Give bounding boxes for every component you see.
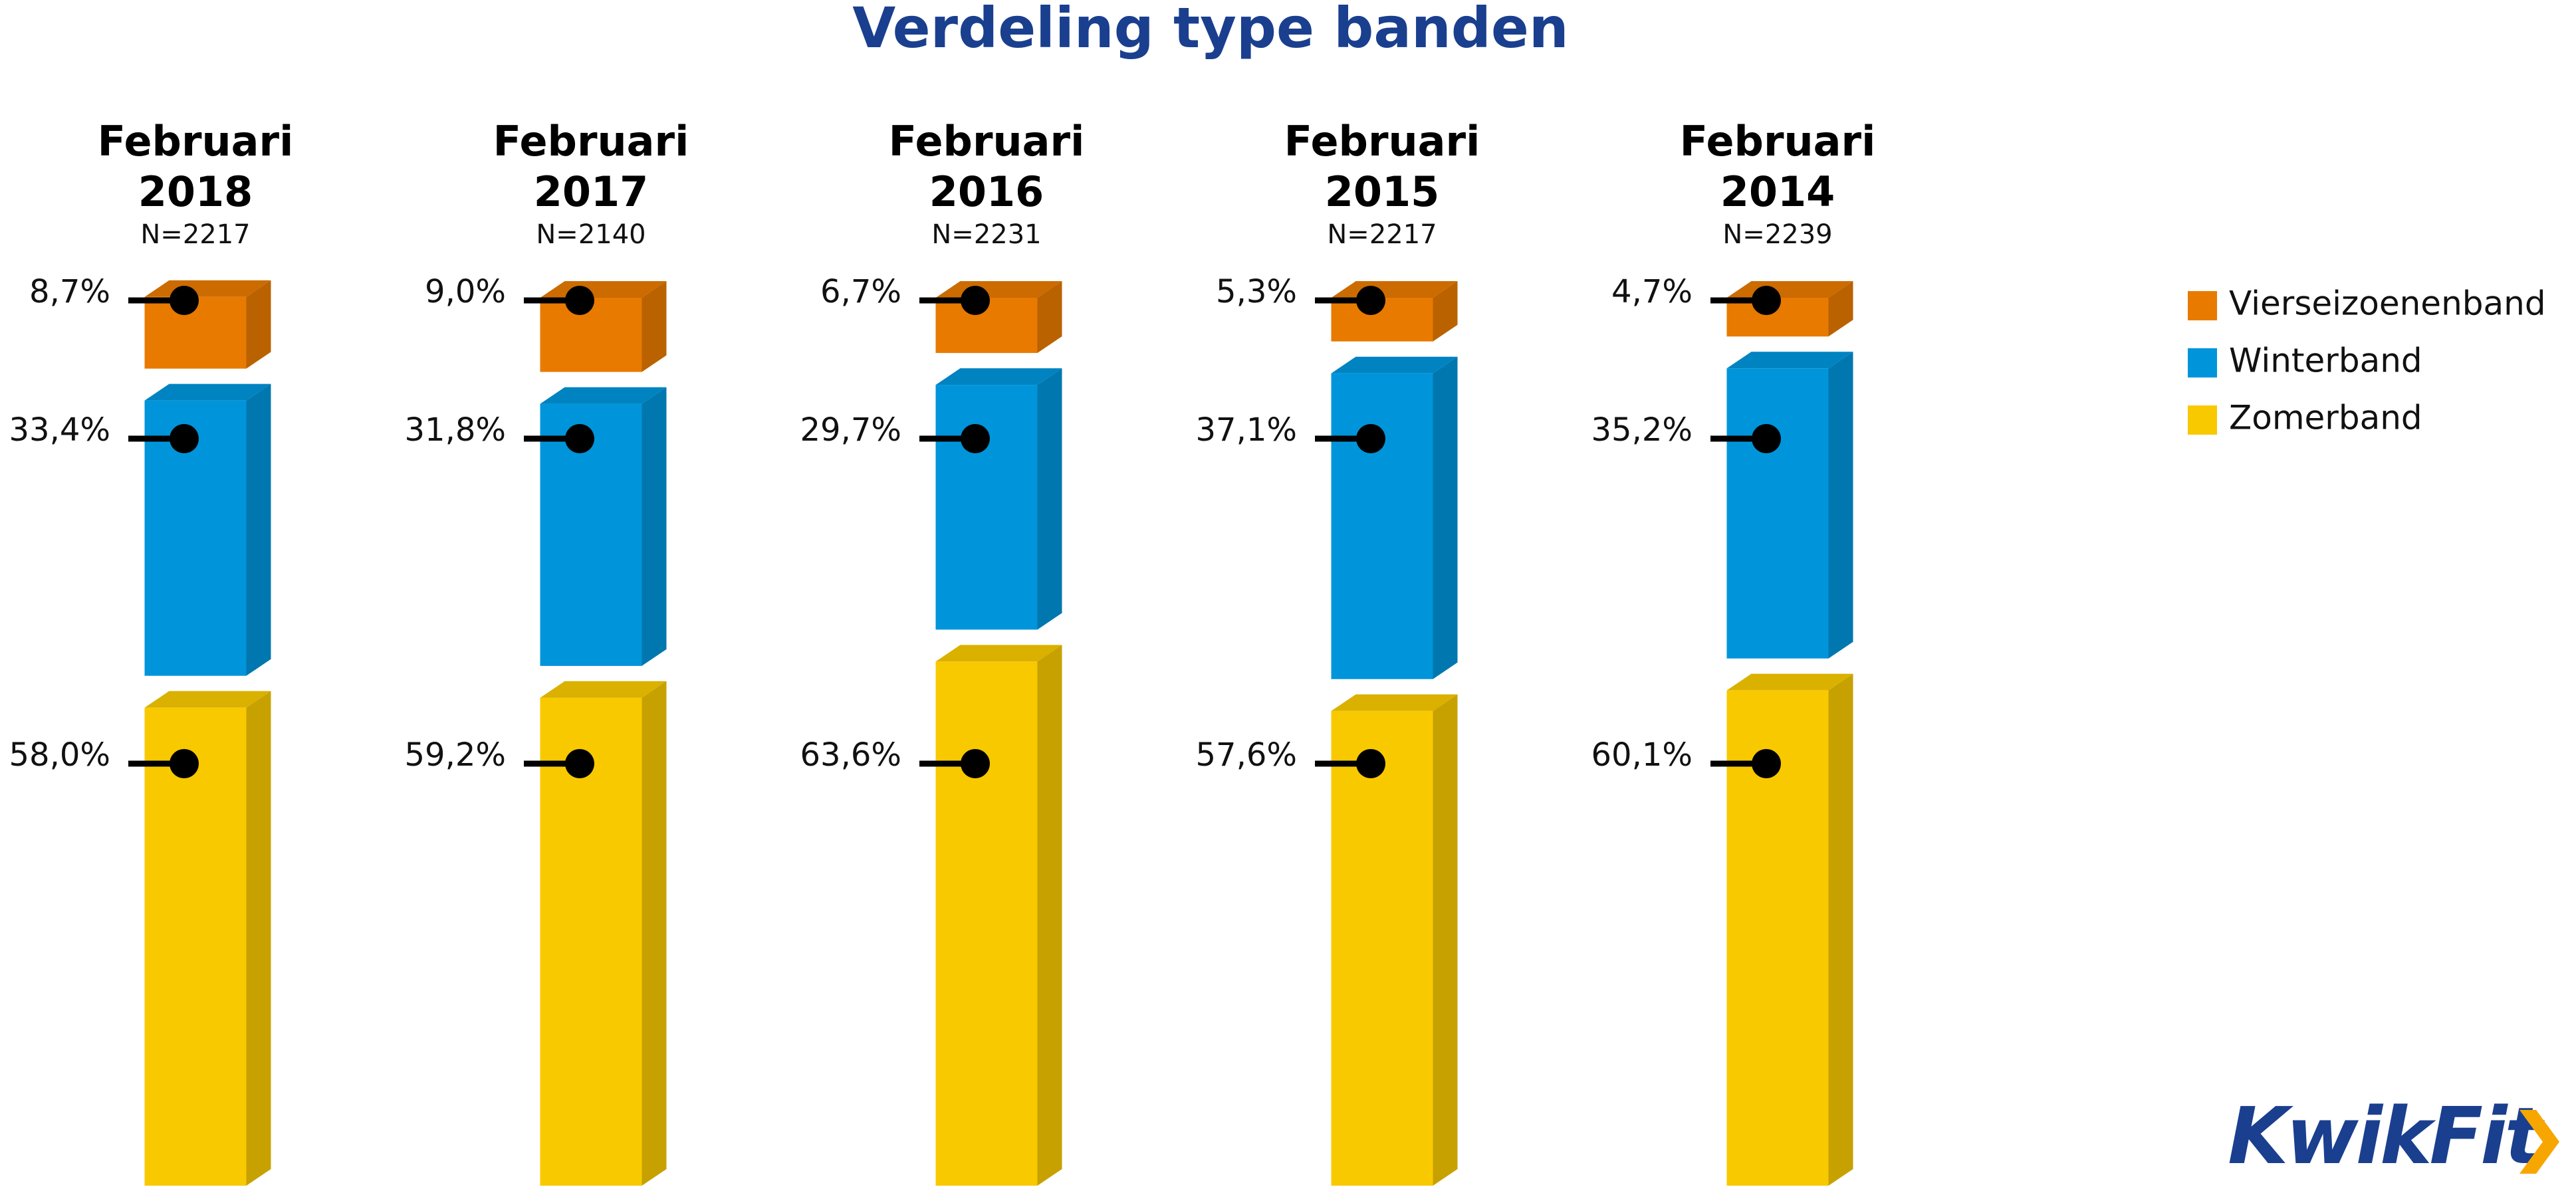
bar-side [642, 681, 667, 1186]
value-label: 57,6% [1196, 736, 1297, 774]
category-label: Februari 2014 [1679, 117, 1876, 216]
bar-side [1037, 281, 1062, 354]
n-label: N=2231 [931, 219, 1041, 250]
bar-top [1331, 694, 1458, 711]
label-dot [1752, 286, 1781, 315]
label-dot [1752, 424, 1781, 453]
bar [935, 385, 1038, 630]
legend-swatch [2188, 348, 2217, 378]
bar-side [246, 691, 271, 1186]
bar [1726, 368, 1829, 659]
value-label: 60,1% [1591, 736, 1693, 774]
logo-chevron [2519, 1110, 2559, 1174]
bar [1331, 710, 1433, 1186]
bar-side [1433, 281, 1458, 342]
bar-side [1037, 645, 1062, 1186]
label-dot [170, 424, 199, 453]
label-dot [565, 424, 594, 453]
bar-side [246, 280, 271, 369]
bar-top [540, 387, 667, 404]
value-label: 59,2% [405, 736, 506, 774]
label-dot [565, 749, 594, 778]
label-dot [1752, 749, 1781, 778]
value-label: 35,2% [1591, 411, 1693, 449]
bar [144, 707, 247, 1186]
value-label: 5,3% [1216, 273, 1297, 310]
bar-side [642, 387, 667, 666]
bar-top [1726, 673, 1853, 691]
bar-top [1726, 352, 1853, 369]
bar-top [144, 383, 271, 401]
label-dot [565, 286, 594, 315]
n-label: N=2217 [140, 219, 250, 250]
bar-side [1433, 694, 1458, 1186]
bar [1726, 690, 1829, 1186]
category-label: Februari 2018 [97, 117, 294, 216]
label-dot [1356, 749, 1385, 778]
bar [1331, 373, 1433, 679]
value-label: 9,0% [425, 273, 506, 310]
bar-side [1037, 368, 1062, 630]
legend-label: Winterband [2229, 342, 2422, 380]
value-label: 8,7% [29, 273, 110, 310]
label-dot [961, 286, 990, 315]
label-dot [961, 424, 990, 453]
category-label: Februari 2016 [888, 117, 1085, 216]
value-label: 4,7% [1611, 273, 1693, 310]
category-label: Februari 2017 [493, 117, 689, 216]
bar-side [642, 281, 667, 372]
value-label: 58,0% [9, 736, 110, 774]
legend-label: Vierseizoenenband [2229, 284, 2546, 323]
bar [540, 697, 642, 1186]
label-dot [1356, 286, 1385, 315]
bar-top [144, 691, 271, 708]
bar-top [935, 368, 1062, 385]
value-label: 37,1% [1196, 411, 1297, 449]
bar-top [1331, 356, 1458, 374]
n-label: N=2239 [1722, 219, 1832, 250]
value-label: 63,6% [800, 736, 901, 774]
legend-swatch [2188, 405, 2217, 435]
bar-side [1828, 673, 1853, 1186]
value-label: 29,7% [800, 411, 901, 449]
chart-title: Verdeling type banden [852, 0, 1568, 60]
label-dot [170, 286, 199, 315]
bar-side [246, 383, 271, 676]
logo: KwikFit [2228, 1090, 2545, 1182]
bar-top [935, 645, 1062, 662]
bar-side [1828, 281, 1853, 337]
n-label: N=2217 [1327, 219, 1437, 250]
bar [540, 298, 642, 372]
label-dot [1356, 424, 1385, 453]
label-dot [961, 749, 990, 778]
bar-side [1433, 356, 1458, 679]
label-dot [170, 749, 199, 778]
bar-side [1828, 352, 1853, 659]
bar [935, 661, 1038, 1186]
bar-top [540, 681, 667, 698]
legend-swatch [2188, 291, 2217, 320]
value-label: 31,8% [405, 411, 506, 449]
n-label: N=2140 [536, 219, 645, 250]
value-label: 33,4% [9, 411, 110, 449]
legend-label: Zomerband [2229, 399, 2422, 437]
value-label: 6,7% [820, 273, 901, 310]
category-label: Februari 2015 [1284, 117, 1480, 216]
